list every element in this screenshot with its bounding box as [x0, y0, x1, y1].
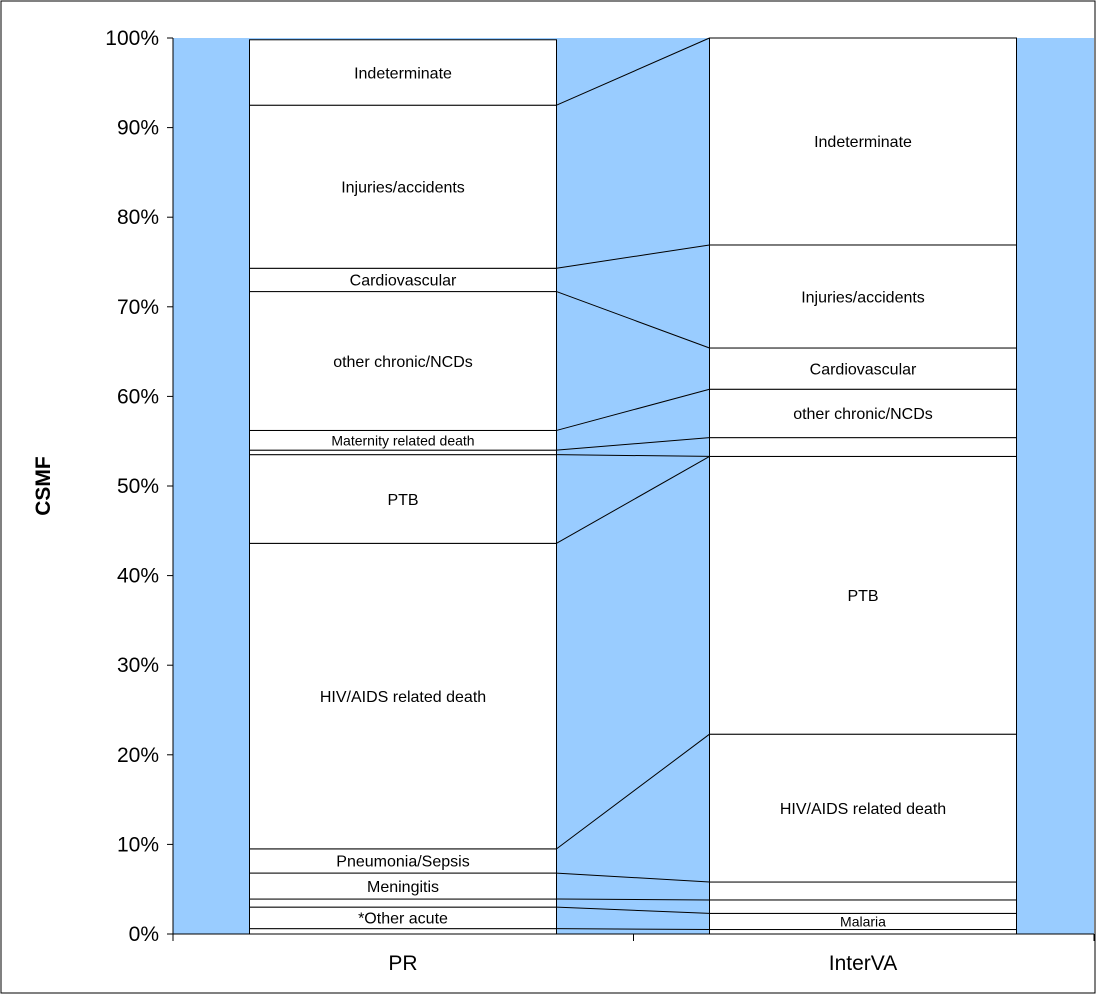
- segment-label: Cardiovascular: [810, 361, 917, 378]
- bar-segment: [709, 37, 1017, 246]
- bar-segment: [709, 455, 1017, 735]
- bar-segment: [709, 388, 1017, 439]
- y-tick-label: 20%: [117, 744, 159, 767]
- segment-label: Indeterminate: [354, 65, 452, 82]
- y-tick-label: 70%: [117, 296, 159, 319]
- bar-segment: [709, 733, 1017, 883]
- x-tick-label: InterVA: [829, 952, 897, 975]
- y-tick-label: 100%: [105, 27, 159, 50]
- segment-label: Maternity related death: [331, 432, 474, 448]
- bar-segment: [709, 899, 1017, 914]
- segment-label: Malaria: [840, 913, 886, 929]
- y-tick-label: 50%: [117, 475, 159, 498]
- y-tick-label: 60%: [117, 385, 159, 408]
- segment-label: other chronic/NCDs: [333, 354, 473, 371]
- segment-label: HIV/AIDS related death: [780, 801, 946, 818]
- bar-segment: [249, 291, 557, 431]
- connector-line: [556, 244, 710, 269]
- segment-label: Pneumonia/Sepsis: [336, 854, 469, 871]
- y-axis: 0% 10% 20% 30% 40% 50% 60% 70% 80% 90% 100%: [105, 27, 174, 946]
- y-tick-label: 90%: [117, 117, 159, 140]
- segment-label: PTB: [387, 492, 418, 509]
- segment-label: Cardiovascular: [350, 273, 457, 290]
- segment-label: *Other acute: [358, 911, 448, 928]
- connector-line: [556, 291, 710, 349]
- y-tick-label: 0%: [129, 923, 159, 946]
- bar-segment: [249, 104, 557, 269]
- connector-line: [556, 872, 710, 883]
- bar-segment: [709, 347, 1017, 390]
- bar-segment: [709, 437, 1017, 457]
- connector-line: [556, 37, 710, 106]
- series-connector-lines: [556, 37, 710, 931]
- segment-label: Injuries/accidents: [801, 289, 925, 306]
- y-axis-title: CSMF: [32, 456, 55, 516]
- y-tick-label: 30%: [117, 654, 159, 677]
- connector-line: [556, 388, 710, 431]
- segment-label: Indeterminate: [814, 134, 912, 151]
- bars: *Other acute Meningitis Pneumonia/Sepsis HI…: [249, 37, 1017, 935]
- y-tick-label: 80%: [117, 206, 159, 229]
- connector-line: [556, 454, 710, 457]
- connector-line: [556, 906, 710, 914]
- y-tick-label: 10%: [117, 833, 159, 856]
- bar-segment: [249, 454, 557, 544]
- bar-segment: [249, 872, 557, 900]
- segment-label: HIV/AIDS related death: [320, 689, 486, 706]
- bar-segment: [709, 881, 1017, 901]
- segment-label: PTB: [847, 588, 878, 605]
- segment-label: other chronic/NCDs: [793, 406, 933, 423]
- bar-segment: [249, 542, 557, 850]
- connector-line: [556, 455, 710, 544]
- bar-segment: [249, 848, 557, 874]
- x-tick-label: PR: [388, 952, 417, 975]
- bar-segment: [709, 244, 1017, 349]
- segment-label: Meningitis: [367, 879, 439, 896]
- bar-segment: [249, 449, 557, 456]
- connector-line: [556, 928, 710, 931]
- segment-label: Injuries/accidents: [341, 179, 465, 196]
- y-tick-label: 40%: [117, 565, 159, 588]
- bar-segment: [709, 929, 1017, 935]
- bar-segment: [249, 928, 557, 935]
- connector-line: [556, 733, 710, 850]
- bar-segment: [249, 898, 557, 908]
- connector-line: [556, 898, 710, 901]
- bar-segment: [249, 39, 557, 106]
- connector-line: [556, 437, 710, 451]
